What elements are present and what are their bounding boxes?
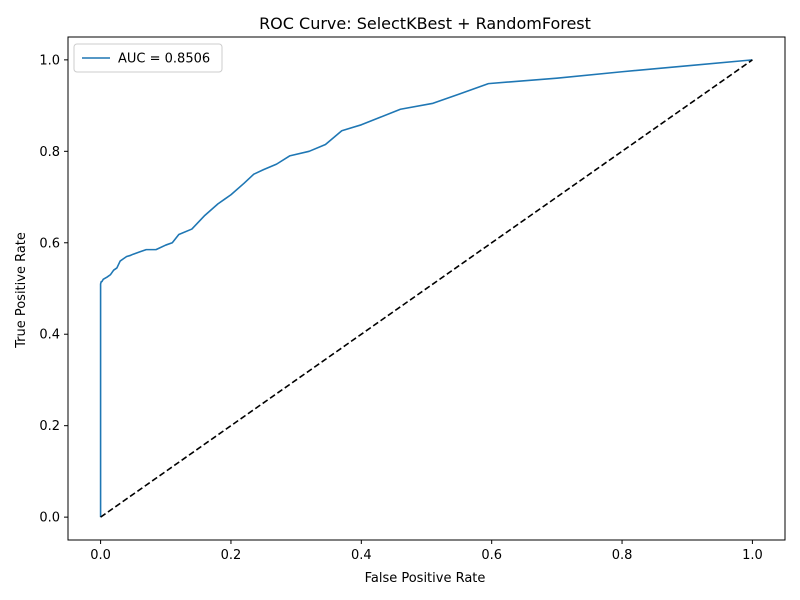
legend-box xyxy=(73,43,223,73)
y-axis-label: True Positive Rate xyxy=(14,232,29,349)
x-tick-label: 0.2 xyxy=(221,548,242,563)
y-tick-label: 0.2 xyxy=(39,419,60,434)
x-tick-label: 0.8 xyxy=(612,548,633,563)
chance-diagonal-line xyxy=(100,59,753,518)
x-axis-ticks: 0.0 0.2 0.4 0.6 0.8 1.0 xyxy=(90,540,763,563)
y-axis-ticks: 0.0 0.2 0.4 0.6 0.8 1.0 xyxy=(39,53,68,526)
y-tick-label: 0.0 xyxy=(39,511,60,526)
y-tick-label: 1.0 xyxy=(39,53,60,68)
x-tick-label: 0.4 xyxy=(351,548,372,563)
x-tick-label: 0.6 xyxy=(481,548,502,563)
legend-entry-label: AUC = 0.8506 xyxy=(118,52,210,67)
axes-frame xyxy=(67,36,786,541)
roc-curve-line xyxy=(99,59,753,518)
x-axis-label: False Positive Rate xyxy=(365,571,486,586)
y-tick-label: 0.8 xyxy=(39,145,60,160)
x-tick-label: 1.0 xyxy=(742,548,763,563)
y-tick-label: 0.6 xyxy=(39,236,60,251)
chart-title: ROC Curve: SelectKBest + RandomForest xyxy=(259,14,591,33)
plot-area xyxy=(99,59,753,518)
y-tick-label: 0.4 xyxy=(39,328,60,343)
x-tick-label: 0.0 xyxy=(90,548,111,563)
legend: AUC = 0.8506 xyxy=(73,43,223,73)
